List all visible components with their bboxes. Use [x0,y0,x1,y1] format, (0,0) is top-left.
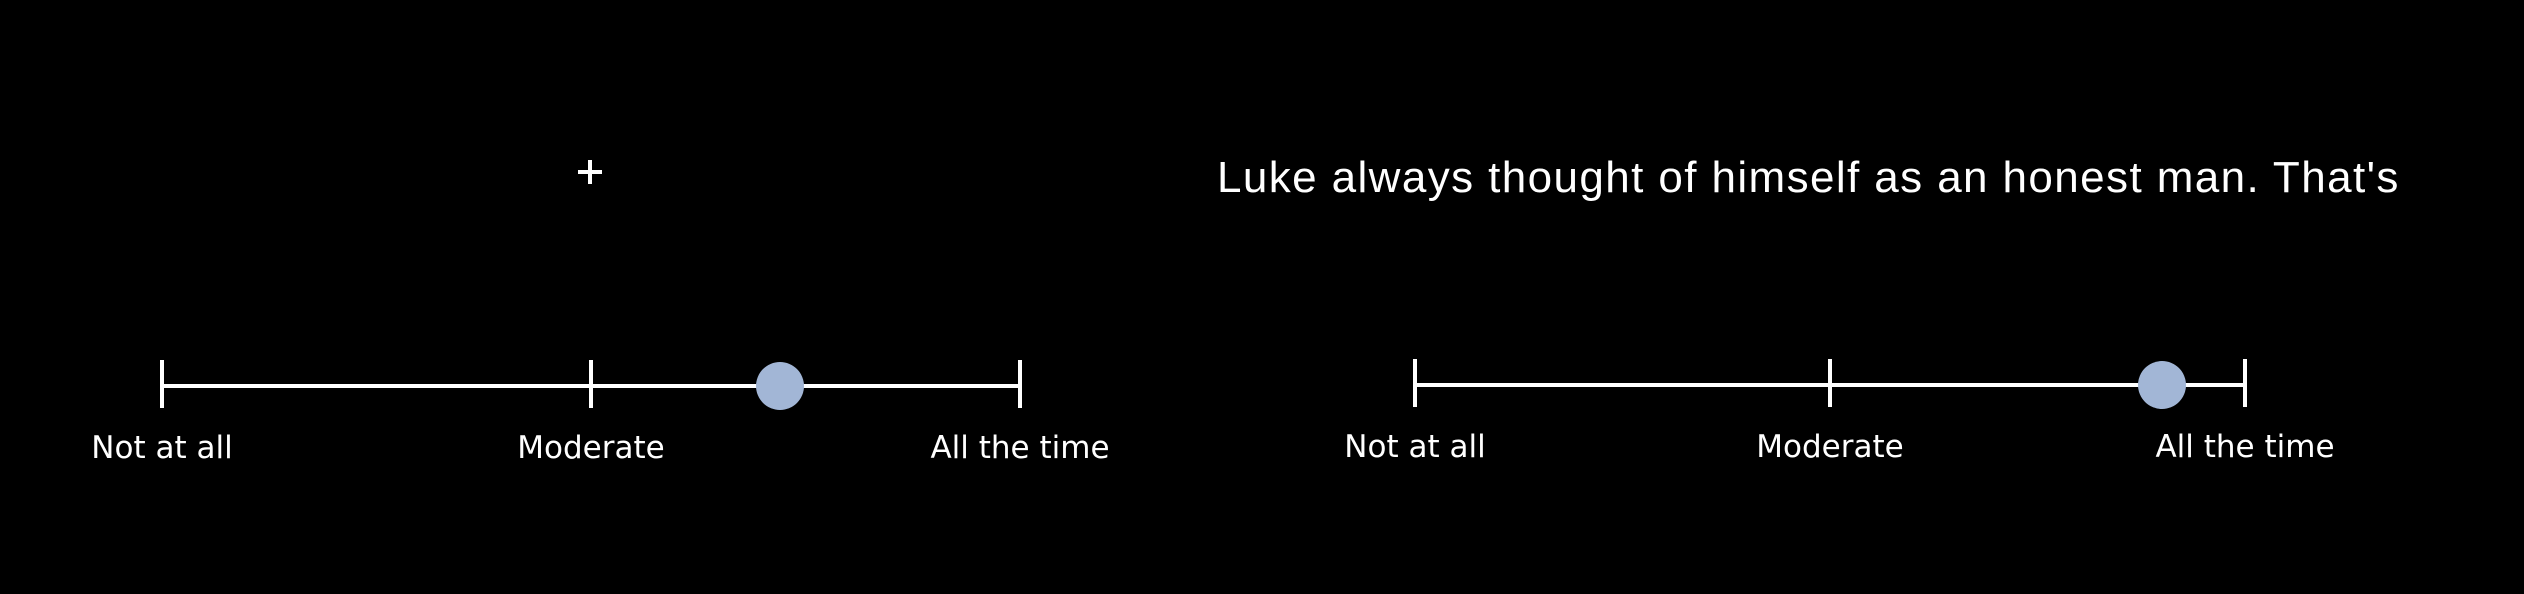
scale-tick-mid [1828,359,1832,407]
rating-marker[interactable] [755,362,804,410]
scale-tick-min [160,360,164,408]
scale-label-max: All the time [930,430,1110,466]
scale-tick-min [1413,359,1417,407]
left-trial-panel: Not at all Moderate All the time [0,0,1220,594]
rating-marker[interactable] [2138,361,2186,409]
fixation-horizontal-bar [578,170,602,174]
scale-tick-max [2243,359,2247,407]
scale-label-min: Not at all [1344,429,1486,465]
scale-label-mid: Moderate [517,430,665,466]
right-trial-panel [1220,0,2524,594]
scale-label-min: Not at all [91,430,233,466]
reading-sentence: Luke always thought of himself as an hon… [1217,153,2400,202]
scale-tick-max [1018,360,1022,408]
scale-label-mid: Moderate [1756,429,1904,465]
scale-label-max: All the time [2155,429,2335,465]
scale-tick-mid [589,360,593,408]
